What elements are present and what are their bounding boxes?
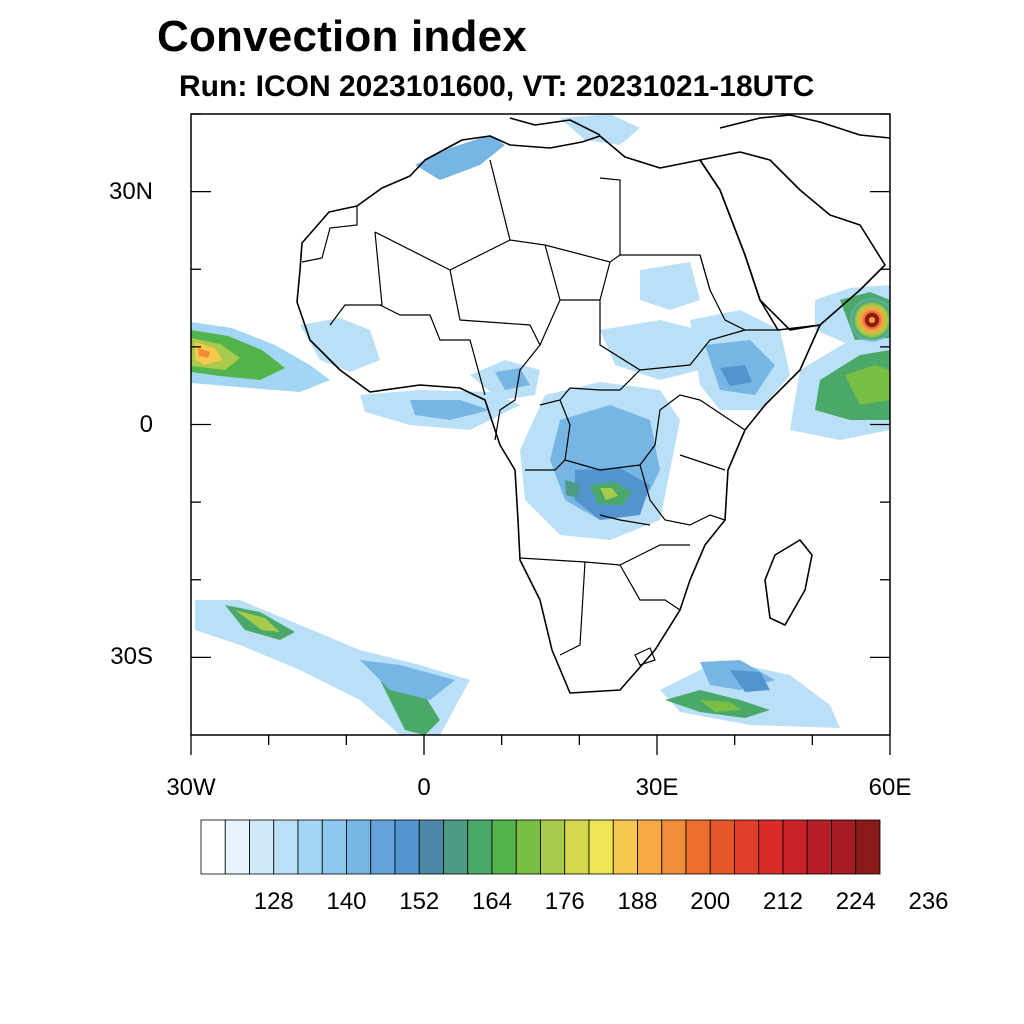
colorbar-swatch [588,819,614,875]
colorbar-swatch [806,819,832,875]
colorbar-swatch [418,819,444,875]
colorbar-swatch [782,819,808,875]
south-indian-frontal-band [660,660,840,728]
colorbar-swatch [394,819,420,875]
colorbar-tick-label: 224 [835,888,876,915]
east-africa-convection [600,310,790,410]
lat-tick-label: 0 [139,410,153,438]
colorbar-swatch [709,819,735,875]
gulf-of-guinea-convection [360,390,520,430]
colorbar-swatch [564,819,590,875]
colorbar-tick-label: 164 [471,888,513,915]
country-borders [301,159,780,666]
colorbar-tick-label: 200 [690,888,731,915]
colorbar-tick-label: 176 [544,888,585,915]
colorbar-swatch [467,819,493,875]
indian-ocean-convection [790,285,890,440]
lat-tick-label: 30N [108,177,153,205]
colorbar-swatch [273,819,299,875]
colorbar-swatch [249,819,275,875]
colorbar-swatch [515,819,541,875]
west-africa-convection [300,318,540,400]
colorbar-swatch [758,819,784,875]
colorbar-tick-label: 188 [617,888,658,915]
colorbar-swatch [855,819,881,875]
colorbar [200,819,881,875]
lon-tick-label: 0 [417,774,431,801]
colorbar-swatch [685,819,711,875]
colorbar-swatch [637,819,663,875]
lat-tick-label: 30S [110,643,153,671]
colorbar-swatch [540,819,566,875]
colorbar-tick-label: 152 [399,888,440,915]
madagascar [764,539,813,626]
colorbar-swatch [297,819,323,875]
colorbar-swatch [612,819,638,875]
colorbar-swatch [734,819,760,875]
colorbar-swatch [224,819,250,875]
lon-tick-label: 30W [166,774,216,801]
colorbar-swatch [831,819,857,875]
colorbar-swatch [491,819,517,875]
colorbar-swatch [321,819,347,875]
chart-subtitle: Run: ICON 2023101600, VT: 20231021-18UTC [179,70,815,103]
north-africa-convection [415,114,700,310]
lon-tick-label: 60E [868,774,912,801]
colorbar-tick-label: 212 [762,888,804,915]
convection-field [191,114,890,735]
atlantic-itcz-convection [191,322,330,392]
central-africa-convection [520,382,680,540]
chart-title: Convection index [157,12,527,61]
colorbar-swatch [443,819,469,875]
colorbar-tick-label: 140 [326,888,367,915]
lon-tick-label: 30E [635,774,679,801]
colorbar-swatch [370,819,396,875]
axis-ticks [190,113,891,755]
coastlines [296,114,890,694]
colorbar-swatch [346,819,372,875]
colorbar-swatch [200,819,226,875]
colorbar-swatch [661,819,687,875]
colorbar-tick-label: 236 [908,888,949,915]
south-atlantic-frontal-band [195,600,470,735]
colorbar-tick-label: 128 [253,888,294,915]
